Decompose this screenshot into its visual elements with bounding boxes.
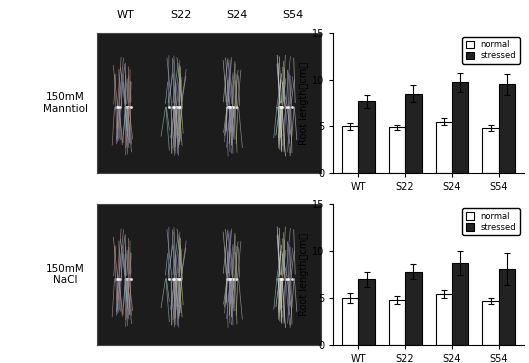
Bar — [389, 300, 405, 345]
Text: S54: S54 — [282, 10, 304, 20]
Y-axis label: Root length（cm）: Root length（cm） — [299, 233, 309, 316]
Bar — [405, 272, 422, 345]
Text: S24: S24 — [226, 10, 248, 20]
Bar — [342, 298, 359, 345]
Bar — [482, 301, 499, 345]
Y-axis label: Root length（cm）: Root length（cm） — [299, 61, 309, 144]
Bar — [435, 122, 452, 173]
Legend: normal, stressed: normal, stressed — [462, 37, 519, 64]
Text: 150mM
NaCl: 150mM NaCl — [45, 264, 85, 285]
Text: WT: WT — [116, 10, 134, 20]
Bar — [359, 279, 375, 345]
Bar — [452, 263, 468, 345]
Bar — [359, 101, 375, 173]
Bar — [499, 269, 515, 345]
Legend: normal, stressed: normal, stressed — [462, 208, 519, 235]
Bar — [482, 128, 499, 173]
Bar — [499, 84, 515, 173]
Bar — [405, 94, 422, 173]
Text: S22: S22 — [171, 10, 192, 20]
Text: 150mM
Manntiol: 150mM Manntiol — [43, 92, 88, 114]
Bar — [342, 126, 359, 173]
Bar — [389, 127, 405, 173]
Bar — [452, 82, 468, 173]
Bar — [435, 294, 452, 345]
